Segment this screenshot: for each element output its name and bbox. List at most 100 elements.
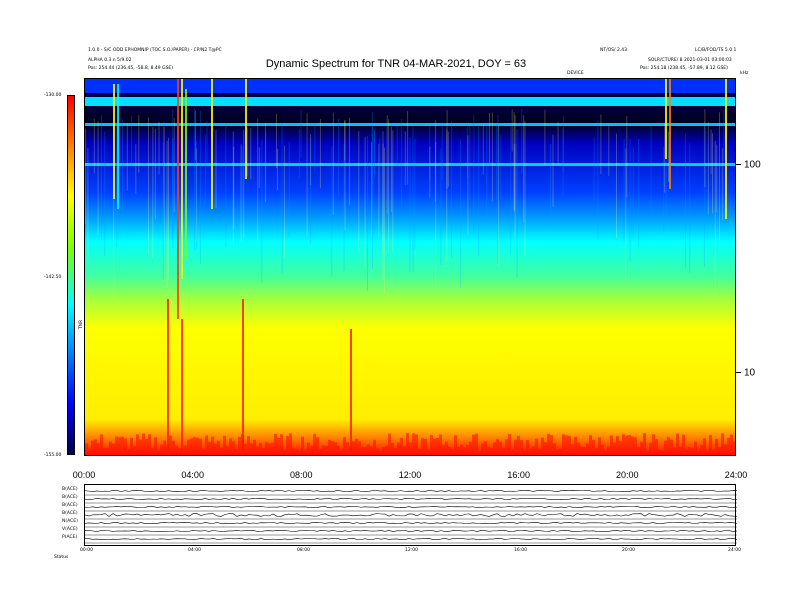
texture-column [544,109,546,166]
low-freq-edge [682,434,685,455]
low-freq-edge [568,436,571,455]
x-tick-3: 12:00 [398,470,422,480]
low-freq-edge [112,443,115,455]
low-freq-edge [670,439,673,455]
low-freq-edge [514,439,517,455]
texture-column [515,143,517,212]
low-freq-edge [361,446,364,455]
texture-column [388,119,390,253]
low-freq-edge [364,446,367,455]
low-freq-edge [622,434,625,455]
texture-column [632,147,634,236]
texture-column [284,145,286,258]
low-freq-edge [505,439,508,455]
low-freq-edge [352,441,355,455]
low-freq-edge [541,437,544,455]
parameter-trace [84,521,738,524]
low-freq-edge [391,443,394,455]
burst-streak [725,79,727,219]
texture-column [451,120,453,258]
low-freq-edge [520,440,523,455]
burst-streak [665,79,667,159]
lower-x-tick-4: 16:00 [514,548,527,553]
low-freq-edge [322,445,325,455]
low-freq-edge [733,441,735,455]
texture-column [367,135,368,292]
low-freq-edge [655,439,658,455]
texture-column [104,131,106,257]
low-freq-edge [649,442,652,455]
low-freq-edge [553,443,556,455]
texture-column [379,138,381,220]
texture-column [257,118,259,248]
low-freq-edge [280,434,283,455]
low-freq-edge [196,437,199,455]
low-freq-edge [313,433,316,455]
texture-column [664,122,666,193]
low-freq-edge [631,436,634,455]
texture-column [166,140,168,289]
texture-column [665,135,667,219]
texture-column [122,119,123,219]
low-freq-edge [484,441,487,455]
texture-column [707,122,709,215]
low-freq-edge [604,450,607,455]
low-freq-edge [547,433,550,455]
low-freq-edge [100,434,103,455]
low-freq-edge [598,437,601,455]
low-freq-edge [715,438,718,455]
low-freq-edge [205,435,208,455]
low-freq-edge [658,449,661,455]
low-freq-edge [226,445,229,455]
low-freq-edge [301,436,304,455]
texture-column [714,140,716,293]
low-freq-edge [433,438,436,455]
low-freq-edge [628,434,631,455]
low-freq-edge [709,435,712,455]
texture-column [616,133,617,239]
burst-streak [242,299,244,455]
texture-column [168,138,169,281]
texture-column [382,131,384,280]
colorbar-min-label: -155.00 [44,453,62,458]
texture-column [478,125,480,257]
burst-streak [117,84,119,209]
texture-column [516,129,518,278]
low-freq-edge [673,447,676,455]
low-freq-edge [307,442,310,455]
texture-column [241,146,243,216]
low-freq-edge [340,450,343,455]
texture-column [277,148,278,191]
low-freq-edge [565,435,568,455]
low-freq-edge [118,437,121,455]
low-freq-edge [133,446,136,455]
texture-column [513,112,515,212]
texture-column [172,138,174,249]
low-freq-edge [94,439,97,455]
low-freq-edge [85,443,88,455]
texture-column [496,123,498,200]
texture-column [625,148,627,280]
texture-column [441,122,443,181]
texture-column [552,134,554,207]
low-freq-edge [523,450,526,455]
texture-column [498,124,500,266]
parameter-trace [84,505,738,508]
texture-column [126,123,128,191]
texture-column [338,119,340,197]
texture-column [152,127,154,258]
texture-column [332,112,334,215]
low-freq-edge [208,441,211,455]
low-freq-edge [124,438,127,455]
burst-streak [211,79,213,209]
low-freq-edge [466,445,469,455]
header-info-right-3: SOLR/CTURE/ 8 2021-03-01 03:00:03 [648,58,732,63]
texture-column [489,113,490,164]
low-freq-edge [595,448,598,455]
low-freq-edge [244,443,247,455]
low-freq-edge [457,446,460,455]
texture-column [246,128,248,177]
texture-column [511,109,513,152]
texture-column [372,112,373,269]
texture-column [343,144,345,271]
